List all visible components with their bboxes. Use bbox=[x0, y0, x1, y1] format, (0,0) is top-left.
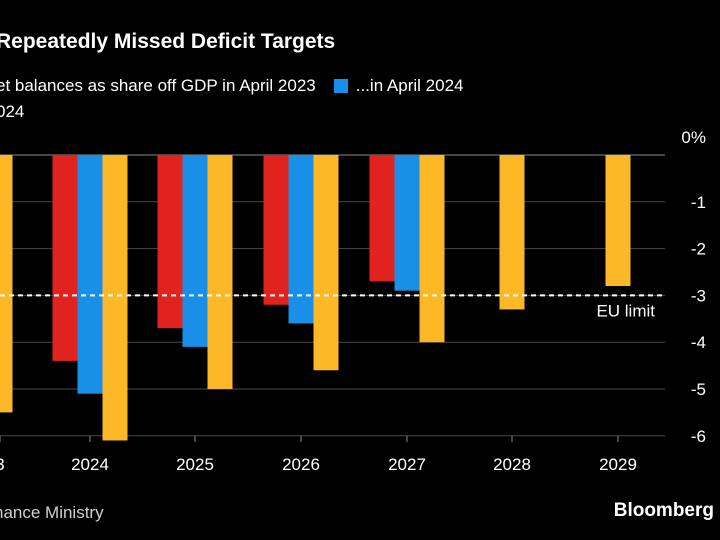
legend-label-april-2023: et balances as share off GDP in April 20… bbox=[0, 76, 316, 95]
y-tick-label: -2 bbox=[691, 240, 706, 259]
y-tick-label: -4 bbox=[691, 333, 706, 352]
bar-2025-series-2 bbox=[207, 155, 233, 389]
x-tick-label: 2028 bbox=[493, 455, 531, 474]
bar-2024-series-0 bbox=[52, 155, 78, 361]
x-tick-label: 2029 bbox=[599, 455, 637, 474]
legend-swatch-april-2024 bbox=[333, 79, 348, 93]
x-tick-label: 2024 bbox=[71, 455, 109, 474]
y-tick-label: -5 bbox=[691, 380, 706, 399]
bar-2024-series-2 bbox=[102, 155, 128, 441]
bar-2029-series-2 bbox=[605, 155, 631, 287]
bar-2026-series-1 bbox=[288, 155, 314, 324]
legend-row-1: et balances as share off GDP in April 20… bbox=[0, 76, 482, 96]
bar-2023-series-2 bbox=[0, 155, 13, 413]
bar-2026-series-0 bbox=[263, 155, 289, 305]
bar-2024-series-1 bbox=[77, 155, 103, 394]
legend-item-current: 024 bbox=[0, 102, 24, 122]
legend-label-current: 024 bbox=[0, 102, 25, 121]
bar-2026-series-2 bbox=[313, 155, 339, 371]
y-tick-label: -1 bbox=[691, 193, 706, 212]
x-tick-label: 2027 bbox=[388, 455, 426, 474]
x-tick-label: 3 bbox=[0, 455, 5, 474]
bar-2027-series-0 bbox=[369, 155, 395, 282]
bar-2027-series-1 bbox=[394, 155, 420, 291]
y-tick-label: -3 bbox=[691, 286, 706, 305]
bar-2025-series-1 bbox=[182, 155, 208, 347]
y-tick-label: 0% bbox=[681, 128, 706, 147]
x-tick-label: 2025 bbox=[176, 455, 214, 474]
legend-item-april-2024: ...in April 2024 bbox=[333, 76, 464, 96]
bar-2025-series-0 bbox=[157, 155, 183, 329]
eu-limit-label: EU limit bbox=[596, 301, 655, 320]
source-note: nance Ministry bbox=[0, 503, 104, 522]
x-tick-label: 2026 bbox=[282, 455, 320, 474]
legend-row-2: 024 bbox=[0, 102, 42, 122]
y-tick-label: -6 bbox=[691, 427, 706, 446]
bar-2028-series-2 bbox=[499, 155, 525, 310]
legend-label-april-2024: ...in April 2024 bbox=[355, 76, 464, 95]
bar-2027-series-2 bbox=[419, 155, 445, 343]
legend-item-april-2023: et balances as share off GDP in April 20… bbox=[0, 76, 316, 96]
bloomberg-logo: Bloomberg bbox=[613, 500, 714, 521]
chart-title: Repeatedly Missed Deficit Targets bbox=[0, 30, 336, 53]
